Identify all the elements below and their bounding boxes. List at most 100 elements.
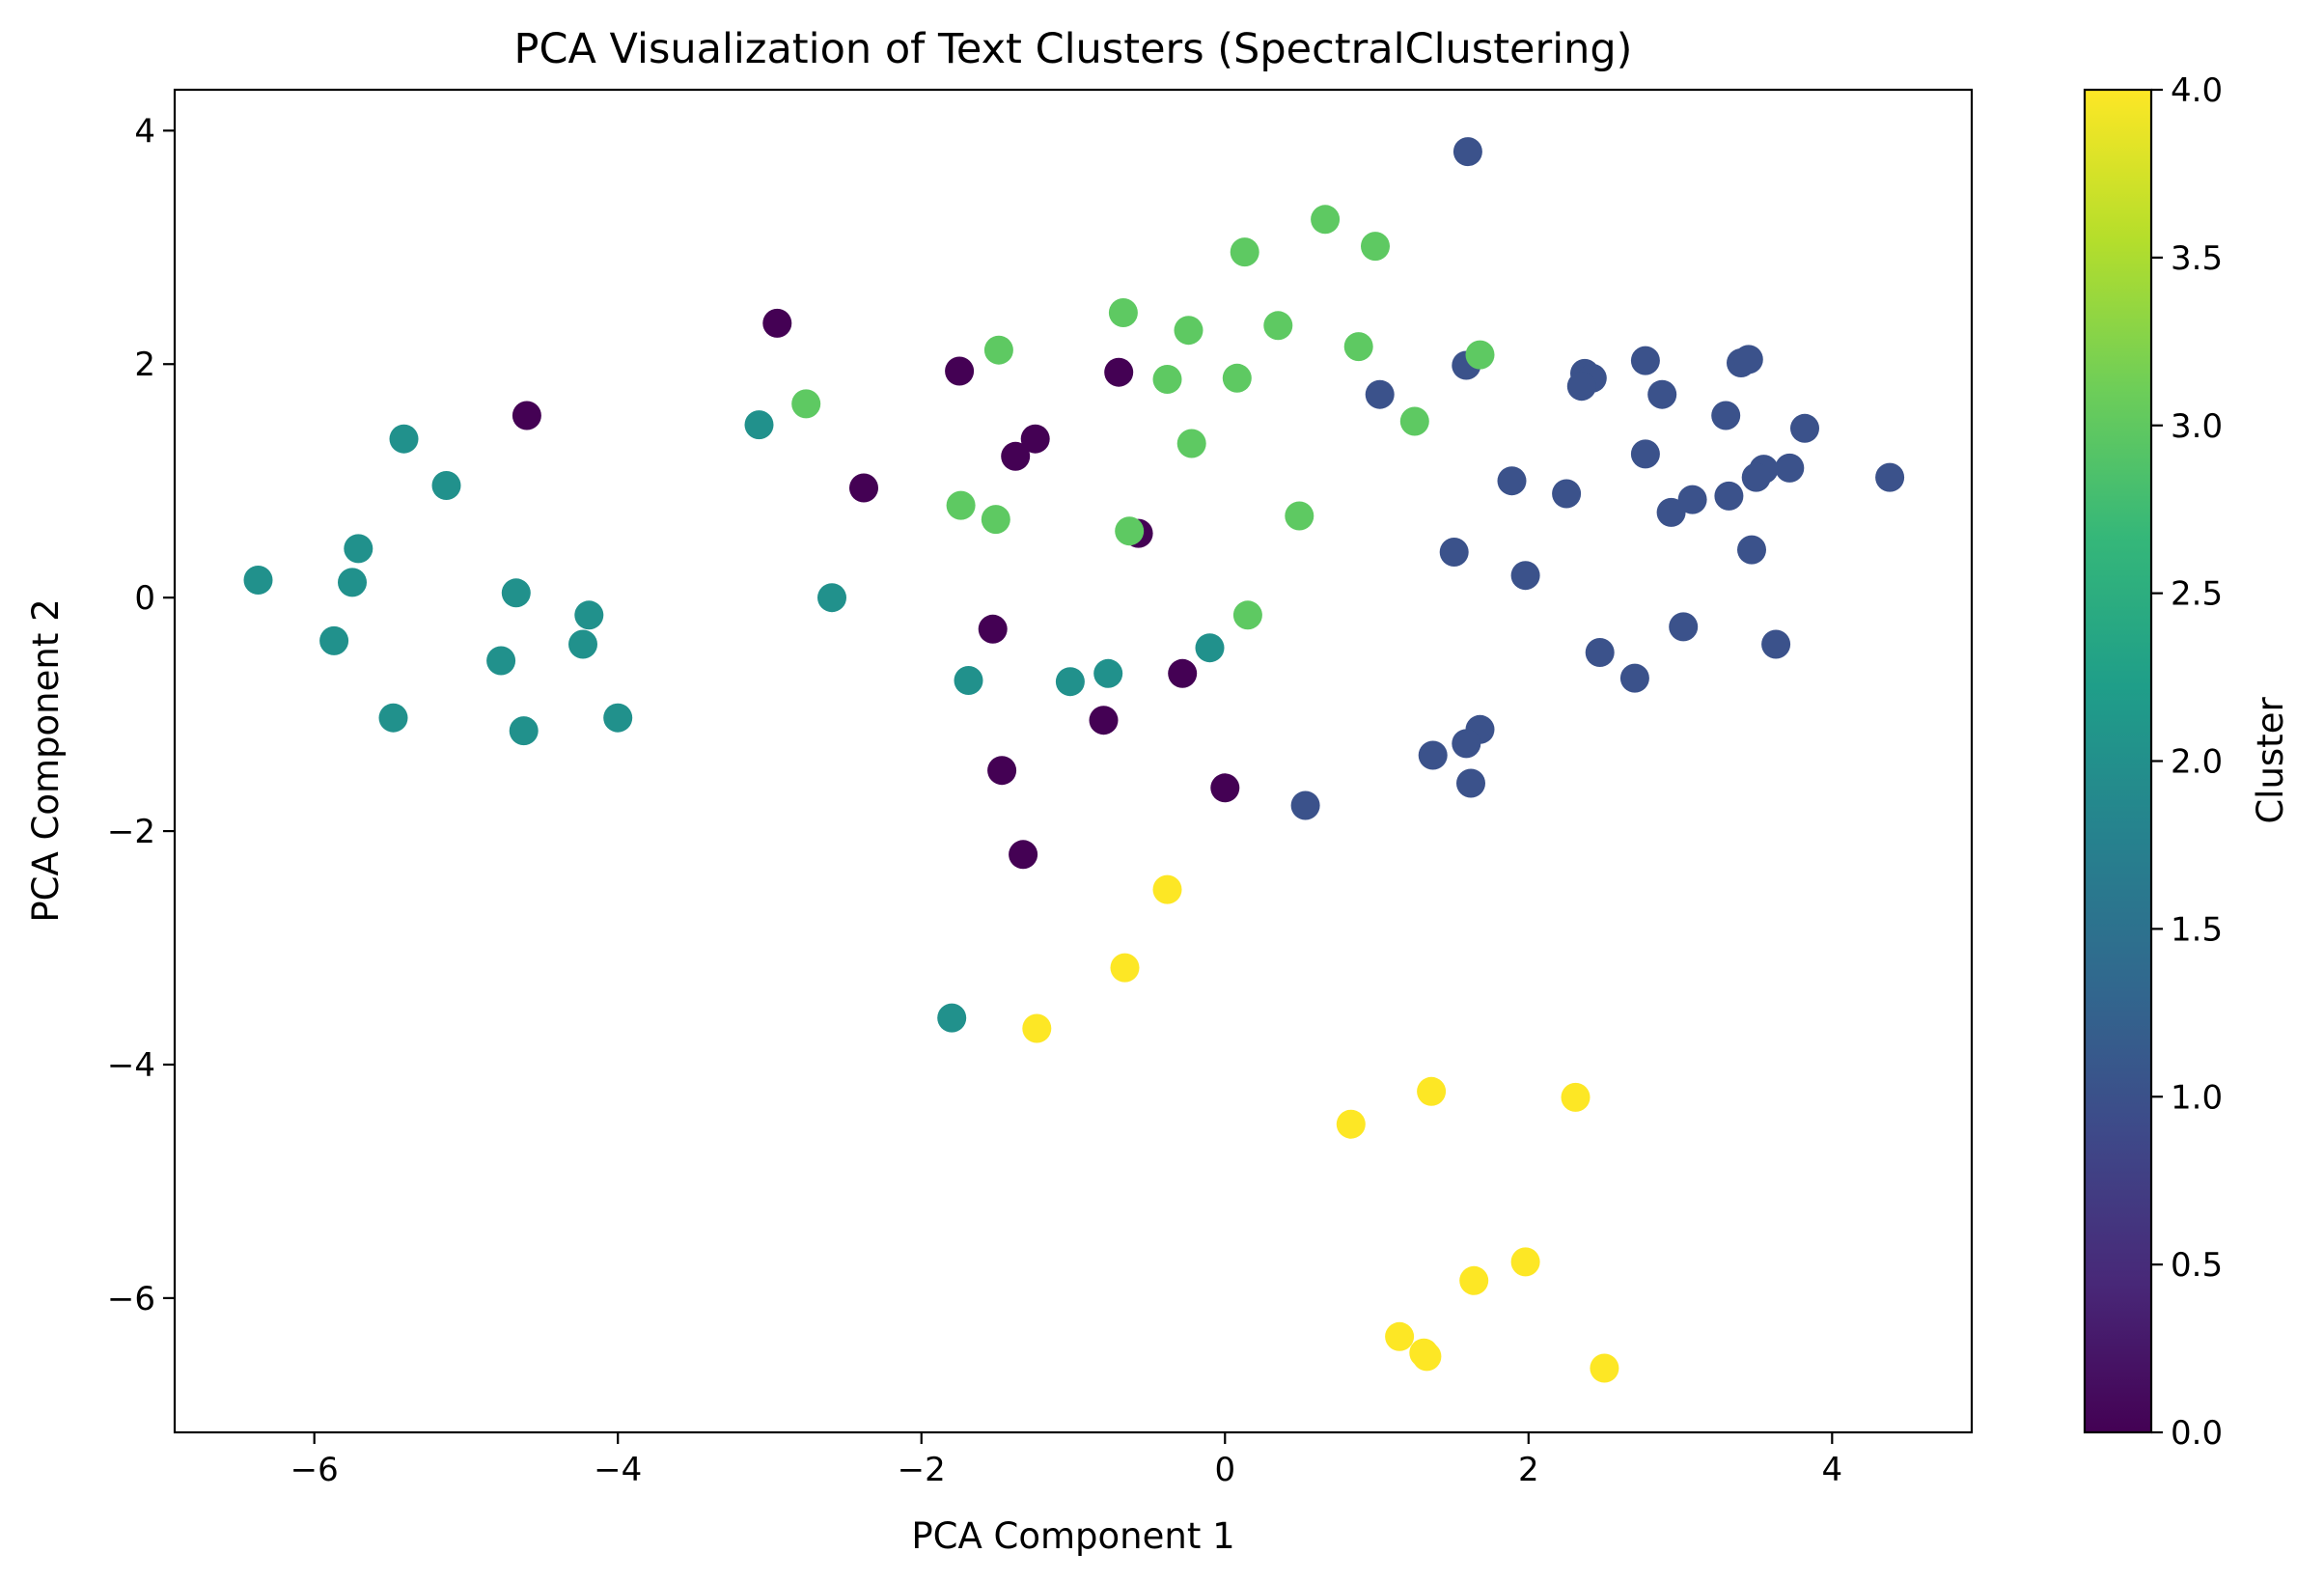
scatter-point — [1875, 462, 1905, 492]
x-tick-label: 2 — [1518, 1451, 1539, 1489]
x-tick-label: −6 — [290, 1451, 339, 1489]
scatter-point — [1108, 298, 1138, 327]
scatter-point — [1761, 629, 1791, 659]
scatter-point — [937, 1003, 967, 1033]
colorbar: 0.0 0.5 1.0 1.5 2.0 2.5 3.0 3.5 4.0 Cluster — [2083, 71, 2291, 1453]
colorbar-tick-label: 0.0 — [2171, 1414, 2223, 1453]
scatter-point — [509, 716, 539, 746]
scatter-point — [1110, 953, 1140, 983]
scatter-point — [1590, 1353, 1619, 1383]
scatter-point — [987, 756, 1017, 786]
cluster-4-points — [1022, 874, 1619, 1383]
scatter-point — [603, 703, 633, 733]
scatter-point — [574, 600, 604, 630]
scatter-point — [1152, 874, 1182, 904]
scatter-point — [945, 356, 975, 386]
scatter-point — [983, 335, 1013, 365]
scatter-point — [568, 629, 597, 659]
scatter-point — [1020, 424, 1050, 454]
scatter-point — [1465, 340, 1495, 370]
scatter-point — [1385, 1321, 1415, 1351]
colorbar-tick-label: 2.0 — [2171, 743, 2223, 782]
scatter-point — [1656, 497, 1686, 527]
y-tick-label: 2 — [134, 346, 155, 384]
scatter-point — [1009, 840, 1038, 870]
scatter-point — [1222, 363, 1252, 393]
y-tick-label: −6 — [107, 1280, 155, 1318]
scatter-point — [1561, 1082, 1591, 1112]
scatter-point — [1412, 1342, 1442, 1372]
scatter-point — [1733, 345, 1763, 374]
colorbar-tick-label: 1.0 — [2171, 1078, 2223, 1117]
cluster-0-points — [512, 308, 1240, 870]
scatter-point — [1055, 667, 1085, 697]
colorbar-tick-label: 3.0 — [2171, 407, 2223, 446]
scatter-point — [791, 389, 821, 419]
scatter-point — [1737, 535, 1766, 565]
scatter-point — [1630, 439, 1660, 469]
scatter-point — [744, 410, 774, 440]
colorbar-tick-label: 4.0 — [2171, 71, 2223, 110]
colorbar-gradient — [2083, 88, 2153, 1434]
scatter-point — [849, 473, 878, 503]
x-tick-label: −4 — [594, 1451, 642, 1489]
scatter-point — [1093, 658, 1123, 688]
scatter-point — [1115, 516, 1145, 546]
scatter-point — [1452, 137, 1482, 167]
scatter-point — [1290, 790, 1320, 820]
scatter-point — [1195, 633, 1225, 663]
scatter-point — [1677, 485, 1707, 514]
scatter-point — [1285, 501, 1314, 531]
scatter-point — [1311, 205, 1341, 235]
scatter-point — [1711, 401, 1741, 430]
scatter-point — [1168, 658, 1198, 688]
colorbar-tick-label: 1.5 — [2171, 910, 2223, 949]
colorbar-tick-label: 2.5 — [2171, 575, 2223, 614]
scatter-point — [1790, 413, 1819, 443]
x-tick-label: 0 — [1214, 1451, 1235, 1489]
scatter-point — [1647, 379, 1677, 409]
scatter-point — [1510, 561, 1540, 591]
scatter-point — [1365, 379, 1395, 409]
scatter-point — [1452, 729, 1481, 759]
x-axis-ticks: −6 −4 −2 0 2 4 — [290, 1432, 1842, 1489]
scatter-points — [243, 137, 1905, 1383]
scatter-point — [1022, 1013, 1052, 1043]
y-axis-label: PCA Component 2 — [25, 598, 67, 922]
scatter-point — [1775, 453, 1805, 483]
scatter-point — [1459, 1265, 1489, 1295]
scatter-point — [1263, 311, 1293, 341]
scatter-point — [1399, 406, 1429, 436]
colorbar-ticks: 0.0 0.5 1.0 1.5 2.0 2.5 3.0 3.5 4.0 — [2151, 71, 2223, 1453]
scatter-point — [1089, 706, 1119, 735]
plot-background — [175, 90, 1972, 1432]
scatter-point — [1439, 538, 1469, 567]
colorbar-label: Cluster — [2250, 697, 2291, 824]
scatter-point — [338, 568, 367, 597]
x-tick-label: 4 — [1821, 1451, 1842, 1489]
scatter-point — [319, 625, 349, 655]
scatter-point — [1232, 600, 1262, 630]
plot-area: −6 −4 −2 0 2 4 4 2 0 −2 −4 −6 — [107, 88, 1974, 1489]
scatter-point — [1497, 466, 1527, 496]
scatter-point — [1176, 429, 1206, 458]
y-tick-label: 0 — [134, 579, 155, 618]
scatter-point — [501, 578, 531, 608]
scatter-point — [431, 471, 461, 500]
y-tick-label: 4 — [134, 112, 155, 151]
scatter-point — [1630, 346, 1660, 375]
y-axis-ticks: 4 2 0 −2 −4 −6 — [107, 112, 175, 1318]
scatter-point — [1714, 481, 1744, 511]
scatter-point — [946, 490, 976, 520]
scatter-point — [1456, 768, 1485, 798]
scatter-point — [486, 646, 516, 676]
scatter-point — [1336, 1109, 1366, 1139]
scatter-point — [344, 534, 374, 564]
scatter-point — [1552, 479, 1582, 509]
colorbar-tick-label: 3.5 — [2171, 239, 2223, 278]
scatter-point — [762, 308, 792, 338]
scatter-point — [817, 583, 846, 613]
scatter-point — [1343, 332, 1373, 362]
plot-frame — [173, 88, 1974, 1434]
